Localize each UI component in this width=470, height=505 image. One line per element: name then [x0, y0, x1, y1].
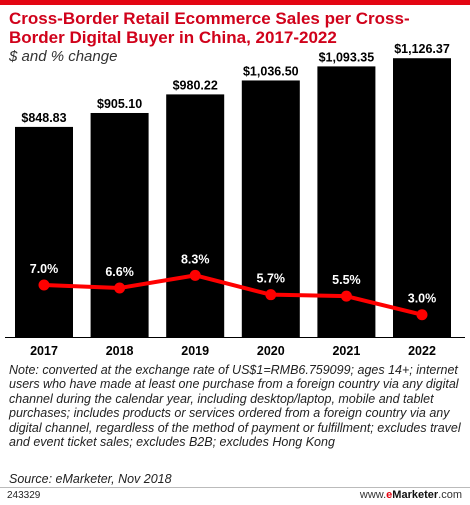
x-tick-label: 2020 — [257, 344, 285, 358]
bar-value-label: $980.22 — [173, 78, 218, 92]
pct-change-line — [43, 273, 423, 317]
chart-title: Cross-Border Retail Ecommerce Sales per … — [9, 9, 410, 47]
bars-layer: $848.83 $905.10 $980.22 $1,036.50 $1,093.35 $… — [15, 42, 451, 338]
chart-note: Note: converted at the exchange rate of … — [9, 363, 461, 450]
chart-subtitle: $ and % change — [9, 48, 118, 65]
emarketer-logo[interactable]: www.eMarketer.com — [360, 489, 462, 501]
bar-value-label: $1,126.37 — [394, 42, 450, 56]
line-layer: 7.0% 6.6% 8.3% 5.7% 5.5% 3.0% — [30, 252, 437, 321]
pct-point-2019 — [189, 269, 201, 281]
brand-marketer: Marketer — [392, 489, 439, 501]
bar-2022 — [393, 58, 451, 338]
chart-area: $848.83 $905.10 $980.22 $1,036.50 $1,093.35 $… — [5, 42, 465, 358]
pct-point-2022 — [416, 309, 428, 321]
bar-value-label: $1,036.50 — [243, 64, 299, 78]
brand-suffix: .com — [438, 489, 462, 501]
axis-layer: 2017 2018 2019 2020 2021 2022 — [5, 337, 465, 358]
x-tick-label: 2019 — [181, 344, 209, 358]
pct-value-label: 6.6% — [105, 265, 134, 279]
bar-2017 — [15, 126, 73, 337]
brand-prefix: www. — [359, 489, 387, 501]
pct-point-2021 — [340, 290, 352, 302]
pct-value-label: 8.3% — [181, 252, 210, 266]
pct-value-label: 5.7% — [257, 272, 286, 286]
top-accent-bar — [0, 0, 470, 5]
pct-point-2017 — [38, 279, 50, 291]
pct-value-label: 5.5% — [332, 273, 361, 287]
x-tick-label: 2018 — [106, 344, 134, 358]
pct-point-2020 — [265, 289, 277, 301]
bar-2018 — [90, 112, 149, 337]
pct-value-label: 7.0% — [30, 262, 59, 276]
bar-value-label: $1,093.35 — [319, 50, 375, 64]
bar-value-label: $848.83 — [21, 111, 66, 125]
footer-divider — [0, 487, 470, 488]
pct-point-2018 — [114, 282, 126, 294]
chart-source: Source: eMarketer, Nov 2018 — [9, 472, 172, 486]
brand-e: e — [386, 489, 393, 501]
bar-value-label: $905.10 — [97, 97, 142, 111]
chart-id: 243329 — [7, 490, 41, 501]
bar-2019 — [166, 94, 225, 337]
x-tick-label: 2021 — [332, 344, 360, 358]
x-tick-label: 2017 — [30, 344, 58, 358]
pct-value-label: 3.0% — [408, 292, 437, 306]
x-tick-label: 2022 — [408, 344, 436, 358]
